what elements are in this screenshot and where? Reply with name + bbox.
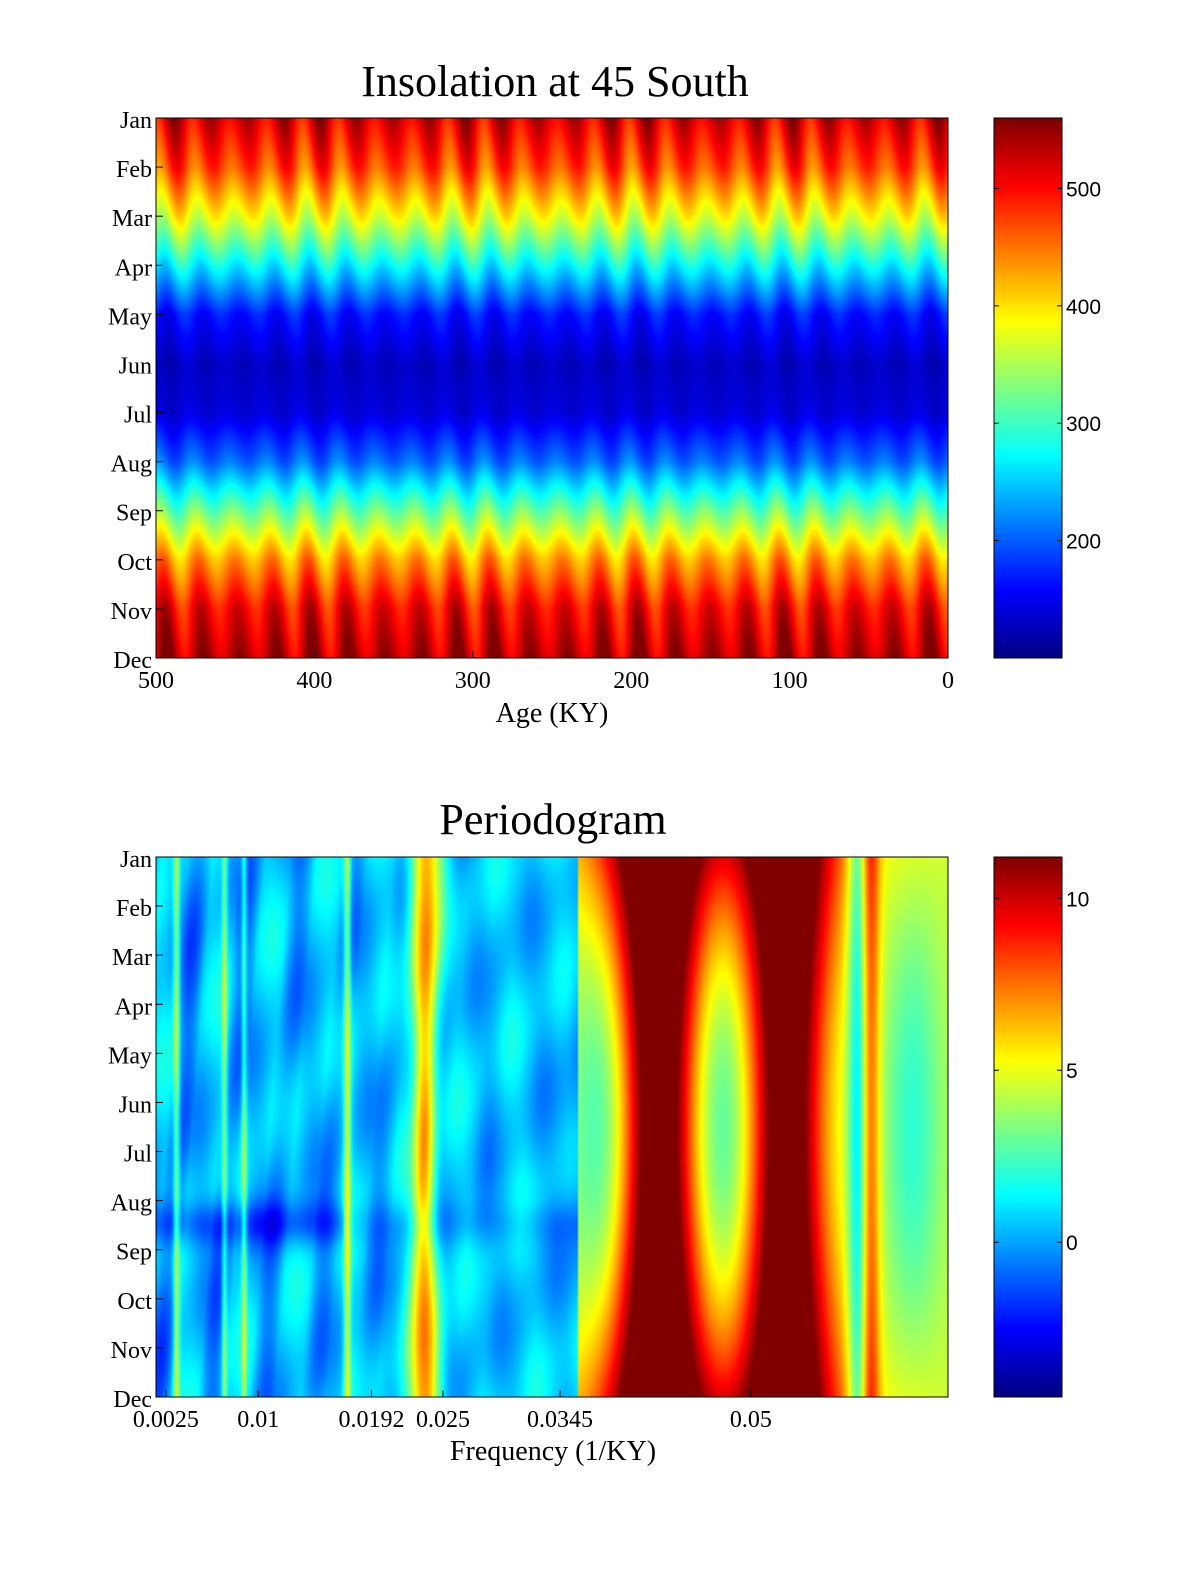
periodogram-colorbar-ticks: 0 5 10 — [994, 888, 1089, 1255]
insolation-month-labels: Jan Feb Mar Apr May Jun Jul Aug Sep Oct Nov Dec — [108, 108, 163, 674]
colorbar-tick-label: 400 — [1066, 296, 1101, 319]
periodogram-colorbar — [994, 857, 1062, 1397]
x-tick-label: 500 — [138, 668, 174, 694]
month-label-nov: Nov — [111, 1338, 152, 1364]
month-label-sep: Sep — [116, 1240, 152, 1266]
month-label-feb: Feb — [116, 896, 152, 922]
month-label-nov: Nov — [111, 599, 152, 625]
month-label-mar: Mar — [112, 206, 152, 232]
periodogram-panel: Periodogram Jan Feb Mar Apr May Jun Jul Aug Sep O… — [108, 795, 1089, 1467]
insolation-x-axis: 500 400 300 200 100 0 — [138, 651, 954, 694]
month-label-jan: Jan — [120, 847, 152, 873]
month-label-oct: Oct — [117, 1289, 152, 1315]
insolation-colorbar — [994, 118, 1062, 658]
colorbar-tick-label: 200 — [1066, 531, 1101, 554]
periodogram-heatmap — [156, 857, 948, 1397]
month-label-jul: Jul — [124, 403, 152, 429]
insolation-colorbar-frame — [993, 117, 1063, 659]
month-label-may: May — [108, 304, 152, 330]
month-label-may: May — [108, 1043, 152, 1069]
x-tick-label: 0.01 — [237, 1407, 279, 1433]
month-label-sep: Sep — [116, 501, 152, 527]
month-label-dec: Dec — [113, 648, 152, 674]
colorbar-tick-label: 10 — [1066, 888, 1089, 911]
month-label-dec: Dec — [113, 1387, 152, 1413]
periodogram-plot-frame — [155, 856, 949, 1398]
month-label-jul: Jul — [124, 1142, 152, 1168]
colorbar-tick-label: 300 — [1066, 413, 1101, 436]
insolation-x-label: Age (KY) — [496, 698, 609, 729]
month-label-feb: Feb — [116, 157, 152, 183]
x-tick-label: 0.0192 — [339, 1407, 405, 1433]
x-tick-label: 0 — [942, 668, 954, 694]
x-tick-label: 200 — [613, 668, 649, 694]
periodogram-x-label: Frequency (1/KY) — [450, 1436, 656, 1467]
colorbar-tick-label: 0 — [1066, 1232, 1078, 1255]
periodogram-month-labels: Jan Feb Mar Apr May Jun Jul Aug Sep Oct Nov Dec — [108, 847, 163, 1413]
colorbar-tick-label: 500 — [1066, 178, 1101, 201]
month-label-oct: Oct — [117, 550, 152, 576]
insolation-title: Insolation at 45 South — [361, 57, 748, 106]
month-label-jun: Jun — [119, 1092, 152, 1118]
month-label-mar: Mar — [112, 945, 152, 971]
insolation-colorbar-ticks: 200 300 400 500 — [994, 178, 1101, 554]
x-tick-label: 100 — [772, 668, 808, 694]
x-tick-label: 300 — [455, 668, 491, 694]
x-tick-label: 400 — [296, 668, 332, 694]
x-tick-label: 0.05 — [730, 1407, 772, 1433]
month-label-aug: Aug — [111, 452, 152, 478]
periodogram-title: Periodogram — [439, 795, 666, 844]
insolation-panel: Insolation at 45 South Jan Feb Mar Apr May Ju… — [108, 57, 1101, 729]
x-tick-label: 0.0345 — [527, 1407, 593, 1433]
insolation-plot-frame — [155, 117, 949, 659]
colorbar-tick-label: 5 — [1066, 1060, 1078, 1083]
periodogram-x-axis: 0.0025 0.01 0.0192 0.025 0.0345 0.05 — [133, 1390, 772, 1433]
insolation-heatmap — [156, 118, 948, 658]
x-tick-label: 0.025 — [416, 1407, 470, 1433]
x-tick-label: 0.0025 — [133, 1407, 199, 1433]
month-label-aug: Aug — [111, 1191, 152, 1217]
month-label-jan: Jan — [120, 108, 152, 134]
month-label-apr: Apr — [115, 255, 152, 281]
periodogram-colorbar-frame — [993, 856, 1063, 1398]
month-label-jun: Jun — [119, 353, 152, 379]
month-label-apr: Apr — [115, 994, 152, 1020]
